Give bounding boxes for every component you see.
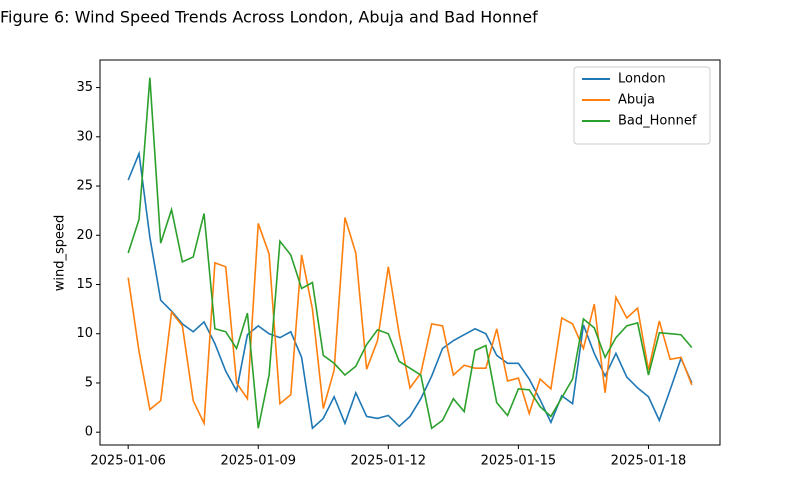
- y-tick-label: 25: [76, 179, 93, 194]
- y-tick-label: 35: [76, 80, 93, 95]
- x-tick-label: 2025-01-06: [90, 454, 166, 469]
- line-series: [127, 77, 693, 430]
- y-tick-label: 10: [76, 326, 93, 341]
- legend-label: London: [618, 72, 666, 87]
- chart-title: Figure 6: Wind Speed Trends Across Londo…: [0, 8, 538, 27]
- y-tick-label: 5: [85, 375, 93, 390]
- y-tick-label: 0: [85, 425, 93, 440]
- legend-box: [573, 66, 711, 145]
- legend-label: Bad_Honnef: [618, 114, 697, 129]
- y-axis-label: wind_speed: [53, 215, 68, 292]
- y-tick-label: 30: [76, 129, 93, 144]
- plot-area: [99, 59, 721, 446]
- x-tick-label: 2025-01-15: [481, 454, 557, 469]
- line-series: [127, 150, 693, 430]
- legend-label: Abuja: [618, 93, 655, 108]
- x-tick-label: 2025-01-18: [611, 454, 687, 469]
- line-series: [127, 217, 693, 427]
- y-tick-label: 20: [76, 228, 93, 243]
- x-tick-label: 2025-01-12: [351, 454, 427, 469]
- y-tick-label: 15: [76, 277, 93, 292]
- x-tick-label: 2025-01-09: [220, 454, 296, 469]
